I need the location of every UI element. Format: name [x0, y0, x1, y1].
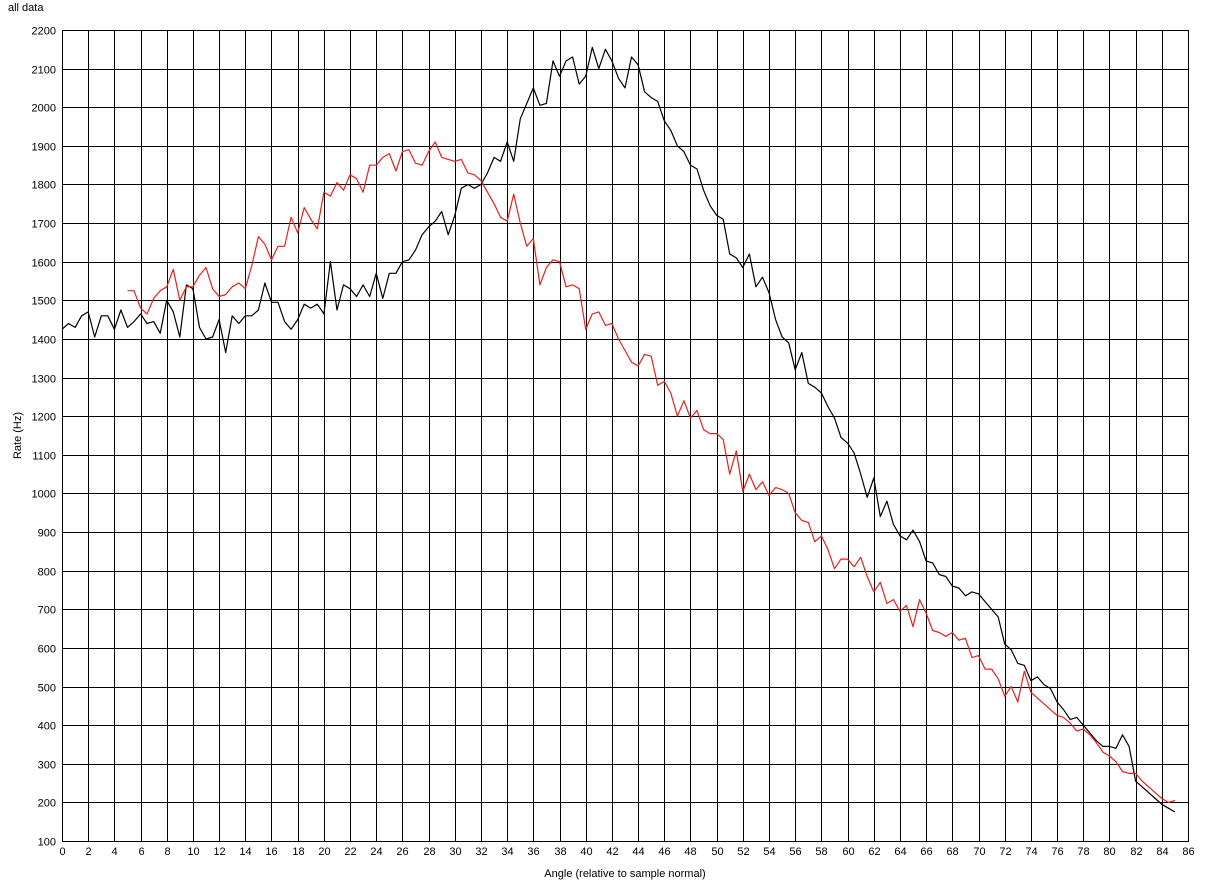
- x-tick-label: 52: [737, 846, 749, 858]
- chart-title: all data: [8, 2, 44, 14]
- x-tick-label: 44: [632, 846, 644, 858]
- x-tick-label: 2: [85, 846, 91, 858]
- x-tick-label: 10: [187, 846, 199, 858]
- y-tick-label: 1000: [32, 489, 56, 501]
- series-line-2: [127, 141, 1176, 804]
- x-tick-label: 78: [1077, 846, 1089, 858]
- y-tick-label: 700: [38, 605, 56, 617]
- x-tick-label: 4: [111, 846, 117, 858]
- y-tick-label: 1400: [32, 335, 56, 347]
- x-tick-label: 36: [527, 846, 539, 858]
- y-axis-ticks: 100 200 300 400 500 600 700 800 900 1000 1100 1200 1…: [32, 26, 56, 849]
- y-tick-label: 1800: [32, 180, 56, 192]
- x-tick-label: 0: [59, 846, 65, 858]
- y-tick-label: 1100: [32, 451, 56, 463]
- y-tick-label: 1300: [32, 374, 56, 386]
- x-tick-label: 34: [501, 846, 513, 858]
- x-tick-label: 40: [580, 846, 592, 858]
- y-tick-label: 200: [38, 798, 56, 810]
- y-tick-label: 900: [38, 528, 56, 540]
- series-layer: [61, 46, 1176, 813]
- x-tick-label: 32: [475, 846, 487, 858]
- x-tick-label: 42: [606, 846, 618, 858]
- x-tick-label: 30: [449, 846, 461, 858]
- x-tick-label: 84: [1156, 846, 1168, 858]
- x-tick-label: 62: [868, 846, 880, 858]
- y-tick-label: 500: [38, 683, 56, 695]
- y-tick-label: 800: [38, 567, 56, 579]
- x-tick-label: 22: [344, 846, 356, 858]
- x-tick-label: 48: [684, 846, 696, 858]
- x-tick-label: 26: [396, 846, 408, 858]
- x-tick-label: 24: [370, 846, 382, 858]
- x-tick-label: 58: [815, 846, 827, 858]
- x-tick-label: 28: [423, 846, 435, 858]
- y-tick-label: 1500: [32, 296, 56, 308]
- grid-lines: [62, 30, 1189, 842]
- x-tick-label: 16: [265, 846, 277, 858]
- y-tick-label: 1600: [32, 258, 56, 270]
- x-axis-ticks: 0 2 4 6 8 10 12 14 16 18 20 22 24 26 28 30 32 34 36 38 40 42 4…: [59, 846, 1194, 858]
- x-tick-label: 66: [920, 846, 932, 858]
- y-tick-label: 1900: [32, 142, 56, 154]
- x-axis-label: Angle (relative to sample normal): [544, 868, 705, 880]
- x-tick-label: 74: [1025, 846, 1037, 858]
- x-tick-label: 20: [318, 846, 330, 858]
- y-tick-label: 600: [38, 644, 56, 656]
- y-tick-label: 2100: [32, 65, 56, 77]
- x-tick-label: 46: [658, 846, 670, 858]
- x-tick-label: 38: [554, 846, 566, 858]
- y-tick-label: 2000: [32, 103, 56, 115]
- y-tick-label: 1700: [32, 219, 56, 231]
- x-tick-label: 86: [1182, 846, 1194, 858]
- x-tick-label: 76: [1051, 846, 1063, 858]
- y-tick-label: 1200: [32, 412, 56, 424]
- y-tick-label: 300: [38, 760, 56, 772]
- y-axis-label: Rate (Hz): [12, 412, 24, 459]
- x-tick-label: 70: [973, 846, 985, 858]
- x-tick-label: 50: [711, 846, 723, 858]
- x-tick-label: 54: [763, 846, 775, 858]
- x-tick-label: 18: [292, 846, 304, 858]
- x-tick-label: 60: [842, 846, 854, 858]
- series-line-1: [61, 46, 1176, 813]
- y-tick-label: 2200: [32, 26, 56, 38]
- x-tick-label: 8: [164, 846, 170, 858]
- x-tick-label: 6: [138, 846, 144, 858]
- y-tick-label: 100: [38, 837, 56, 849]
- x-tick-label: 82: [1130, 846, 1142, 858]
- x-tick-label: 72: [999, 846, 1011, 858]
- x-tick-label: 80: [1103, 846, 1115, 858]
- x-tick-label: 68: [946, 846, 958, 858]
- y-tick-label: 400: [38, 721, 56, 733]
- x-tick-label: 14: [239, 846, 251, 858]
- x-tick-label: 12: [213, 846, 225, 858]
- plot-frame: [62, 30, 1189, 842]
- x-tick-label: 64: [894, 846, 906, 858]
- x-tick-label: 56: [789, 846, 801, 858]
